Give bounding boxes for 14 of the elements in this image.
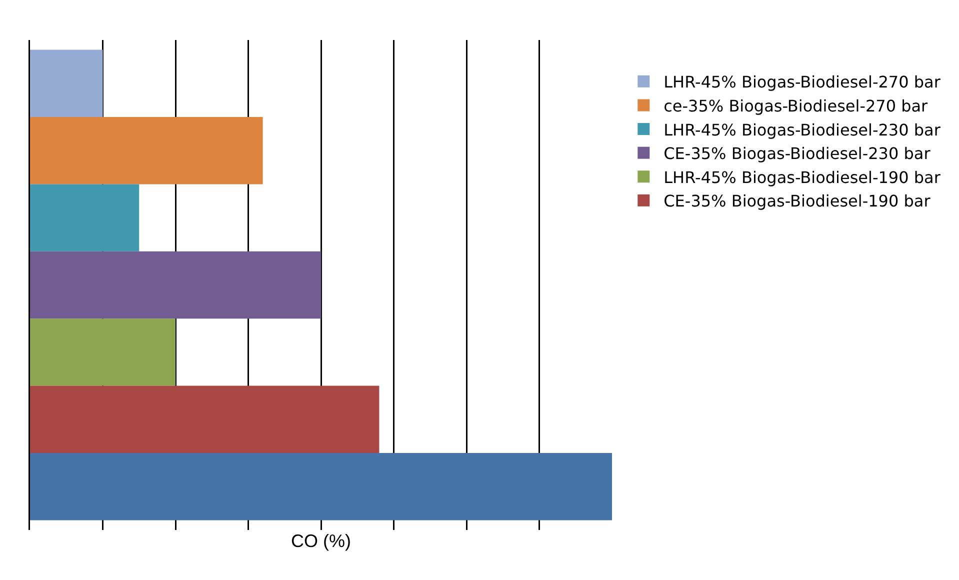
- bar: [30, 117, 263, 184]
- bar: [30, 251, 321, 319]
- bar: [30, 318, 176, 386]
- legend-label: CE-35% Biogas-Biodiesel-190 bar: [664, 192, 931, 211]
- legend-label: ce-35% Biogas-Biodiesel-270 bar: [664, 96, 928, 116]
- legend-label: LHR-45% Biogas-Biodiesel-270 bar: [664, 72, 941, 92]
- bar: [30, 50, 103, 117]
- legend-label: LHR-45% Biogas-Biodiesel-190 bar: [664, 168, 941, 187]
- legend-label: LHR-45% Biogas-Biodiesel-230 bar: [664, 120, 941, 140]
- bar: [30, 453, 612, 520]
- legend-label: CE-35% Biogas-Biodiesel-230 bar: [664, 144, 931, 164]
- bar: [30, 184, 140, 252]
- bar: [30, 386, 380, 453]
- x-axis-title: CO (%): [291, 531, 351, 552]
